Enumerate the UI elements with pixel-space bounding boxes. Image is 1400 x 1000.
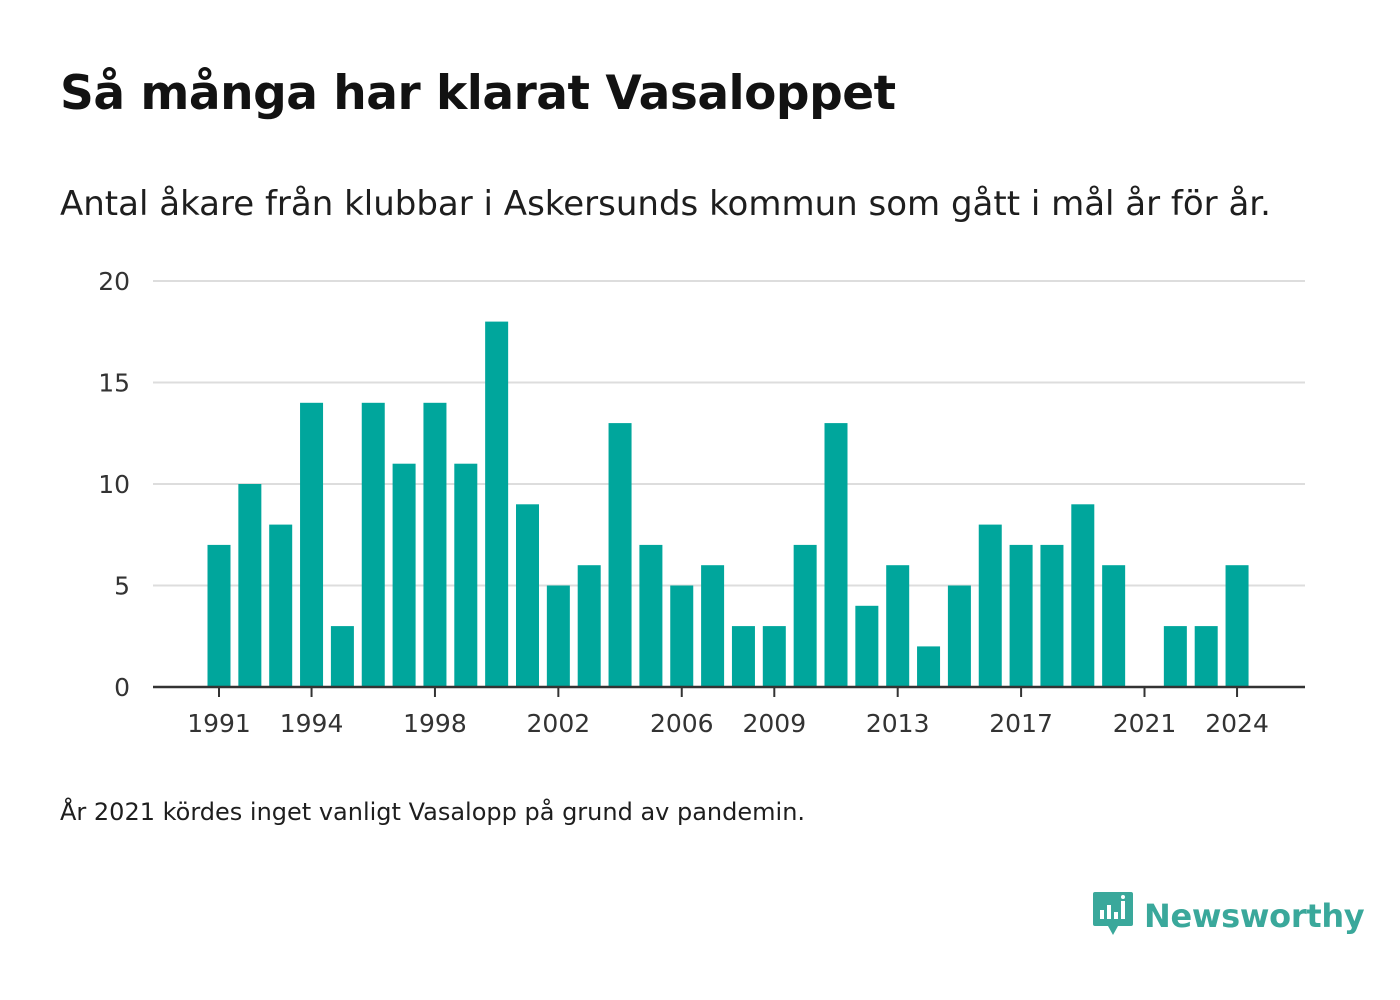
bar-1998 — [423, 402, 447, 687]
bar-2012 — [855, 605, 879, 687]
bar-1992 — [238, 484, 262, 687]
bar-2019 — [1071, 504, 1095, 687]
x-tick-label: 2013 — [866, 709, 930, 738]
bar-2015 — [947, 585, 971, 687]
x-tick-label: 2006 — [650, 709, 714, 738]
bar-2007 — [701, 565, 725, 687]
bar-2003 — [577, 565, 601, 687]
bar-2016 — [978, 524, 1002, 687]
y-tick-label: 15 — [98, 369, 130, 398]
bar-2017 — [1009, 544, 1033, 687]
chart-subtitle: Antal åkare från klubbar i Askersunds ko… — [60, 184, 1271, 224]
brand-name: Newsworthy — [1144, 897, 1365, 935]
bar-1991 — [207, 544, 231, 687]
bar-2008 — [731, 626, 755, 687]
x-axis-ticks: 1991 1994 1998 2002 2006 2009 2013 2017 2021 2024 — [187, 687, 1269, 738]
x-tick-label: 2017 — [989, 709, 1053, 738]
bar-2005 — [639, 544, 663, 687]
bar-1996 — [361, 402, 385, 687]
bar-2020 — [1102, 565, 1126, 687]
x-tick-label: 2024 — [1205, 709, 1269, 738]
bar-2000 — [485, 321, 509, 687]
bar-2009 — [762, 626, 786, 687]
bar-2004 — [608, 423, 632, 687]
bar-2002 — [546, 585, 570, 687]
bar-2018 — [1040, 544, 1064, 687]
x-tick-label: 1994 — [280, 709, 344, 738]
grid-lines — [153, 280, 1305, 587]
bar-2023 — [1194, 626, 1218, 687]
bar-2013 — [886, 565, 910, 687]
y-tick-label: 5 — [114, 572, 130, 601]
x-tick-label: 2009 — [742, 709, 806, 738]
bar-2024 — [1225, 565, 1249, 687]
y-tick-label: 10 — [98, 470, 130, 499]
bar-1995 — [330, 626, 354, 687]
bar-1994 — [300, 402, 324, 687]
bar-2011 — [824, 423, 848, 687]
bar-1993 — [269, 524, 293, 687]
x-tick-label: 2021 — [1113, 709, 1177, 738]
bar-2022 — [1163, 626, 1187, 687]
bar-1999 — [454, 463, 478, 687]
y-tick-label: 0 — [114, 673, 130, 702]
bar-2001 — [516, 504, 539, 687]
bar-2010 — [793, 544, 817, 687]
newsworthy-logo-icon — [1092, 890, 1134, 942]
bars — [207, 321, 1249, 687]
y-axis-ticks: 0 5 10 15 20 — [98, 267, 130, 702]
bar-1997 — [392, 463, 416, 687]
bar-2006 — [670, 585, 694, 687]
brand-logo: Newsworthy — [1092, 890, 1365, 942]
bar-chart: 0 5 10 15 20 1991 1994 1998 2002 2006 2009 2013 201… — [98, 267, 1305, 738]
chart-title: Så många har klarat Vasaloppet — [60, 66, 896, 121]
footnote: År 2021 kördes inget vanligt Vasalopp på… — [60, 798, 806, 826]
x-tick-label: 1998 — [403, 709, 467, 738]
x-tick-label: 2002 — [527, 709, 591, 738]
bar-2014 — [917, 646, 941, 687]
x-tick-label: 1991 — [187, 709, 251, 738]
y-tick-label: 20 — [98, 267, 130, 296]
